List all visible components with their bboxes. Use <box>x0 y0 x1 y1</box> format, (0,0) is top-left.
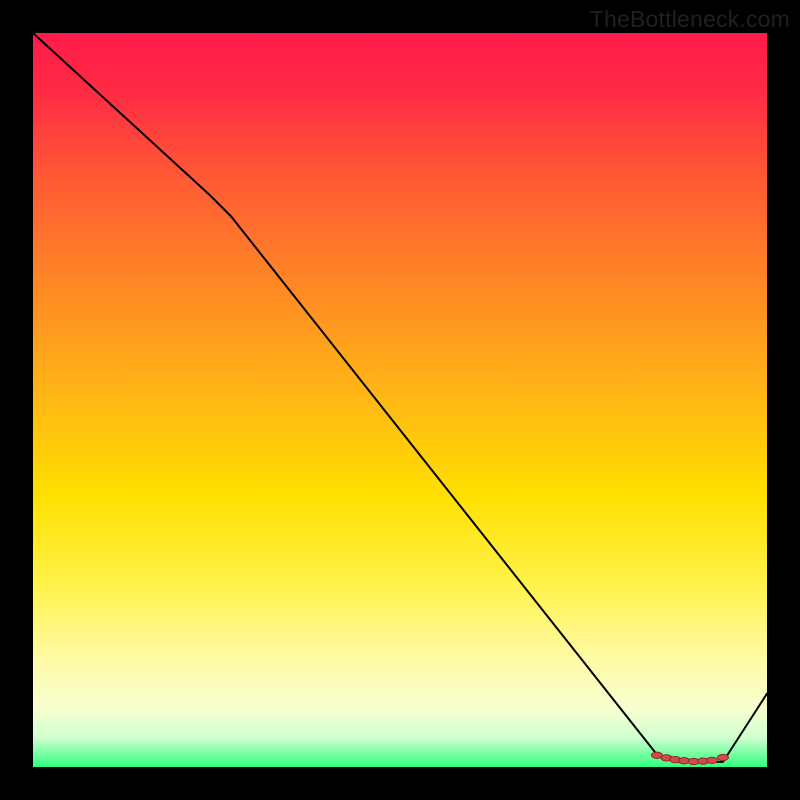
watermark-text: TheBottleneck.com <box>590 6 790 33</box>
chart-overlay-svg <box>0 0 800 800</box>
data-line <box>33 33 767 762</box>
marker-point <box>706 757 717 763</box>
marker-point <box>717 754 728 760</box>
chart-root: TheBottleneck.com <box>0 0 800 800</box>
